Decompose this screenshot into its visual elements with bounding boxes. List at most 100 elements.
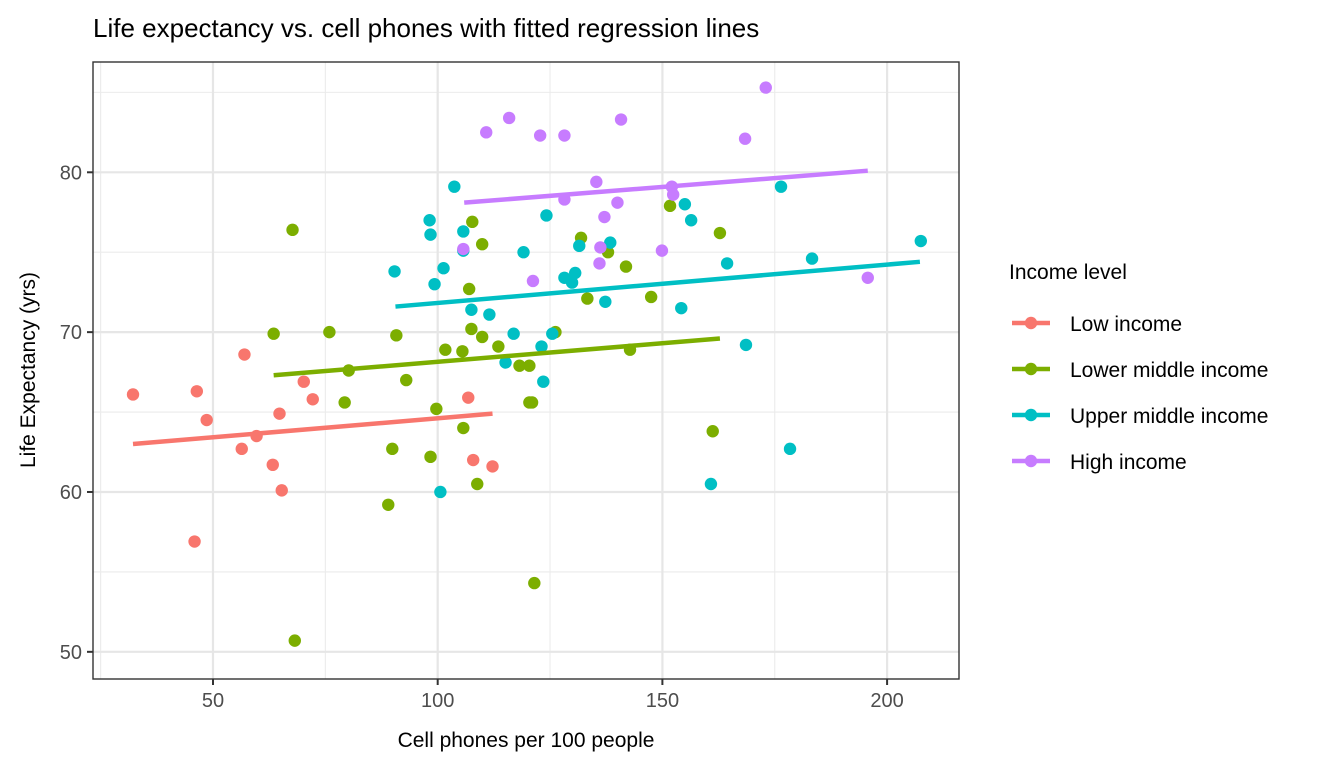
- x-tick-label: 50: [202, 690, 224, 712]
- point-lower-middle-income: [430, 402, 443, 416]
- point-lower-middle-income: [286, 223, 299, 237]
- point-upper-middle-income: [537, 375, 550, 388]
- y-tick-label: 70: [60, 322, 82, 344]
- point-lower-middle-income: [523, 359, 536, 372]
- legend-item-high-income: High income: [1012, 451, 1187, 474]
- y-tick-label: 50: [60, 642, 82, 664]
- point-lower-middle-income: [471, 477, 484, 491]
- point-high-income: [590, 175, 603, 189]
- point-upper-middle-income: [569, 266, 582, 280]
- point-low-income: [235, 442, 248, 456]
- y-axis-title: Life Expectancy (yrs): [17, 272, 40, 468]
- legend-key-point: [1024, 408, 1038, 422]
- point-high-income: [655, 244, 669, 257]
- point-upper-middle-income: [437, 261, 450, 275]
- point-high-income: [614, 113, 628, 126]
- point-upper-middle-income: [675, 301, 688, 315]
- point-upper-middle-income: [684, 214, 698, 227]
- point-lower-middle-income: [466, 215, 479, 229]
- point-lower-middle-income: [528, 576, 541, 590]
- point-high-income: [480, 126, 493, 139]
- legend-label: Lower middle income: [1070, 359, 1268, 382]
- fit-line-high-income: [464, 168, 868, 205]
- point-low-income: [188, 535, 201, 548]
- point-lower-middle-income: [288, 634, 301, 647]
- point-upper-middle-income: [457, 225, 470, 238]
- point-upper-middle-income: [535, 340, 548, 353]
- legend-label: Low income: [1070, 313, 1182, 336]
- point-upper-middle-income: [914, 234, 928, 248]
- point-upper-middle-income: [573, 239, 586, 253]
- point-high-income: [594, 241, 607, 254]
- legend-label: High income: [1070, 451, 1187, 474]
- major-gridlines: [93, 62, 959, 679]
- point-lower-middle-income: [475, 238, 489, 251]
- point-lower-middle-income: [400, 373, 413, 387]
- point-high-income: [533, 129, 547, 142]
- fit-line-lower-middle-income: [273, 336, 721, 378]
- point-upper-middle-income: [499, 356, 512, 369]
- y-tick-label: 80: [60, 162, 82, 184]
- panel-border: [92, 61, 960, 680]
- legend-label: Upper middle income: [1070, 405, 1268, 428]
- x-tick-label: 200: [870, 690, 903, 712]
- point-lower-middle-income: [457, 421, 470, 435]
- point-lower-middle-income: [382, 498, 395, 511]
- point-upper-middle-income: [423, 214, 436, 227]
- point-upper-middle-income: [604, 236, 617, 249]
- legend-item-low-income: Low income: [1012, 313, 1182, 336]
- point-lower-middle-income: [619, 260, 633, 273]
- legend-key-point: [1024, 362, 1038, 376]
- point-upper-middle-income: [448, 180, 461, 193]
- legend-key-point: [1024, 316, 1038, 330]
- point-low-income: [466, 453, 480, 467]
- point-high-income: [759, 81, 772, 94]
- point-upper-middle-income: [704, 477, 718, 491]
- point-lower-middle-income: [456, 345, 469, 358]
- point-lower-middle-income: [581, 292, 594, 305]
- point-upper-middle-income: [546, 327, 559, 340]
- point-high-income: [558, 129, 571, 142]
- point-upper-middle-income: [465, 303, 478, 316]
- point-low-income: [190, 385, 204, 398]
- point-lower-middle-income: [713, 226, 727, 240]
- point-upper-middle-income: [434, 485, 447, 499]
- legend-key-point: [1024, 454, 1038, 468]
- point-lower-middle-income: [492, 340, 505, 353]
- point-upper-middle-income: [783, 442, 797, 456]
- point-lower-middle-income: [267, 327, 280, 340]
- point-high-income: [526, 274, 540, 288]
- point-high-income: [738, 132, 752, 145]
- point-high-income: [611, 196, 624, 209]
- x-axis: 50 100 150 200: [202, 679, 904, 712]
- regression-lines: [132, 168, 921, 447]
- point-lower-middle-income: [465, 322, 478, 336]
- chart-title: Life expectancy vs. cell phones with fit…: [93, 13, 759, 43]
- point-low-income: [238, 348, 251, 361]
- point-high-income: [593, 257, 606, 270]
- point-lower-middle-income: [386, 442, 399, 456]
- point-upper-middle-income: [424, 228, 437, 241]
- point-high-income: [861, 271, 874, 284]
- point-high-income: [502, 111, 516, 125]
- point-lower-middle-income: [475, 330, 489, 344]
- y-tick-label: 60: [60, 482, 82, 504]
- point-upper-middle-income: [517, 246, 530, 259]
- x-tick-label: 150: [646, 690, 679, 712]
- point-low-income: [266, 458, 279, 472]
- point-low-income: [306, 393, 319, 406]
- point-high-income: [457, 242, 470, 256]
- point-lower-middle-income: [338, 396, 351, 409]
- point-upper-middle-income: [599, 295, 612, 308]
- point-lower-middle-income: [644, 290, 658, 304]
- point-high-income: [666, 188, 680, 201]
- point-low-income: [200, 413, 213, 427]
- point-lower-middle-income: [525, 396, 539, 409]
- legend-item-lower-middle-income: Lower middle income: [1012, 359, 1268, 382]
- point-upper-middle-income: [507, 327, 520, 340]
- point-lower-middle-income: [439, 343, 452, 356]
- point-upper-middle-income: [739, 338, 753, 352]
- point-upper-middle-income: [720, 257, 734, 270]
- point-upper-middle-income: [428, 277, 441, 291]
